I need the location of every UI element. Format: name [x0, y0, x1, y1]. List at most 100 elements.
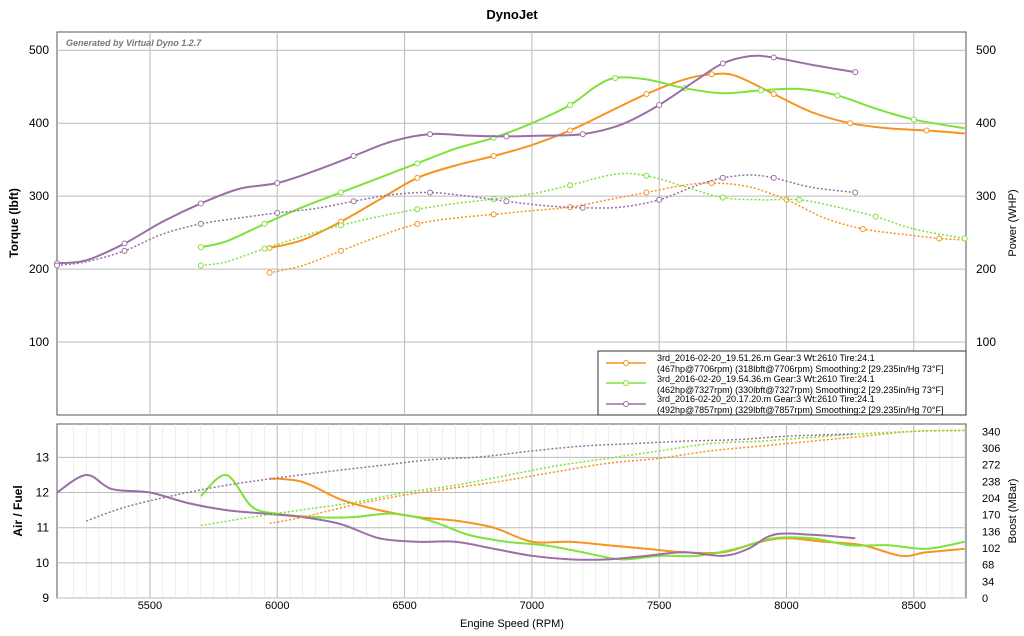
legend-line2: (462hp@7327rpm) (330lbft@7327rpm) Smooth… — [657, 385, 944, 395]
data-point — [567, 101, 574, 108]
series-line — [269, 429, 965, 525]
data-point — [579, 131, 586, 138]
data-point — [261, 245, 268, 252]
x-tick-label: 6500 — [392, 600, 416, 612]
y-axis-label-af: Air / Fuel — [11, 485, 25, 536]
data-point — [490, 153, 497, 160]
y2-tick-label: 204 — [982, 493, 1000, 505]
series-line — [200, 429, 965, 527]
y2-tick-label: 340 — [982, 426, 1000, 438]
legend-line1: 3rd_2016-02-20_19.51.26.m Gear:3 Wt:2610… — [657, 353, 875, 363]
data-point — [770, 174, 777, 181]
series-line — [56, 174, 856, 267]
data-point — [266, 269, 273, 276]
data-point — [910, 116, 917, 123]
x-tick-label: 8000 — [774, 600, 798, 612]
y-tick-label: 100 — [29, 335, 49, 349]
data-point — [579, 204, 586, 211]
series-line — [200, 76, 965, 249]
data-point — [612, 74, 619, 81]
data-point — [847, 120, 854, 127]
series-run-3-af — [56, 473, 856, 561]
series-line — [269, 182, 965, 274]
data-point — [427, 189, 434, 196]
series-run-2-torque — [197, 172, 968, 269]
y2-tick-label: 306 — [982, 443, 1000, 455]
y2-tick-label: 238 — [982, 476, 1000, 488]
data-point — [936, 235, 943, 242]
data-point — [337, 247, 344, 254]
series-run-1-power — [266, 71, 965, 251]
data-point — [872, 213, 879, 220]
y-tick-label: 200 — [29, 262, 49, 276]
data-point — [350, 198, 357, 205]
data-point — [859, 225, 866, 232]
legend: 3rd_2016-02-20_19.51.26.m Gear:3 Wt:2610… — [597, 350, 967, 416]
legend-line1: 3rd_2016-02-20_19.54.36.m Gear:3 Wt:2610… — [657, 374, 875, 384]
series-run-1-boost — [269, 429, 965, 525]
series-line — [200, 172, 965, 267]
data-point — [643, 189, 650, 196]
data-point — [708, 71, 715, 78]
data-point — [643, 172, 650, 179]
y2-tick-label: 34 — [982, 576, 994, 588]
data-point — [337, 222, 344, 229]
watermark: Generated by Virtual Dyno 1.2.7 — [66, 38, 202, 48]
y2-tick-label: 500 — [976, 43, 996, 57]
legend-line1: 3rd_2016-02-20_20.17.20.m Gear:3 Wt:2610… — [657, 394, 875, 404]
x-tick-label: 7500 — [647, 600, 671, 612]
y-tick-label: 13 — [36, 450, 50, 464]
data-point — [274, 209, 281, 216]
data-point — [337, 189, 344, 196]
x-tick-label: 6000 — [265, 600, 289, 612]
data-point — [197, 244, 204, 251]
series-line — [86, 433, 856, 522]
data-point — [770, 91, 777, 98]
y-tick-label: 400 — [29, 116, 49, 130]
y-axis-label-torque: Torque (lbft) — [7, 188, 21, 258]
data-point — [261, 220, 268, 227]
x-tick-label: 5500 — [138, 600, 162, 612]
data-point — [350, 153, 357, 160]
y2-tick-label: 400 — [976, 116, 996, 130]
data-point — [961, 235, 968, 242]
series-run-3-torque — [54, 174, 859, 269]
series-run-2-power — [197, 74, 965, 251]
data-point — [503, 133, 510, 140]
y2-tick-label: 170 — [982, 510, 1000, 522]
y-tick-label: 300 — [29, 189, 49, 203]
legend-entry-2: 3rd_2016-02-20_19.54.36.m Gear:3 Wt:2610… — [606, 374, 944, 395]
plot-area — [56, 423, 967, 599]
y2-tick-label: 102 — [982, 543, 1000, 555]
data-point — [54, 262, 60, 269]
y2-tick-label: 0 — [982, 593, 988, 605]
data-point — [643, 91, 650, 98]
series-run-2-boost — [200, 429, 965, 527]
data-point — [770, 54, 777, 61]
data-point — [719, 174, 726, 181]
y2-tick-label: 300 — [976, 189, 996, 203]
series-line — [56, 54, 856, 265]
y-axis-label-boost: Boost (MBar) — [1007, 479, 1019, 544]
x-tick-label: 8500 — [902, 600, 926, 612]
data-point — [567, 182, 574, 189]
data-point — [852, 189, 859, 196]
data-point — [923, 127, 930, 134]
y-tick-label: 500 — [29, 43, 49, 57]
data-point — [414, 160, 421, 167]
y-tick-label: 12 — [36, 486, 50, 500]
y2-tick-label: 200 — [976, 262, 996, 276]
data-point — [197, 262, 204, 269]
legend-line2: (492hp@7857rpm) (329lbft@7857rpm) Smooth… — [657, 405, 944, 415]
data-point — [121, 240, 128, 247]
legend-box — [597, 350, 967, 416]
data-point — [197, 220, 204, 227]
y2-tick-label: 136 — [982, 526, 1000, 538]
y-axis-label-power: Power (WHP) — [1007, 189, 1019, 256]
series-line — [269, 72, 965, 249]
data-point — [427, 131, 434, 138]
data-point — [852, 69, 859, 76]
series-line — [56, 473, 856, 561]
